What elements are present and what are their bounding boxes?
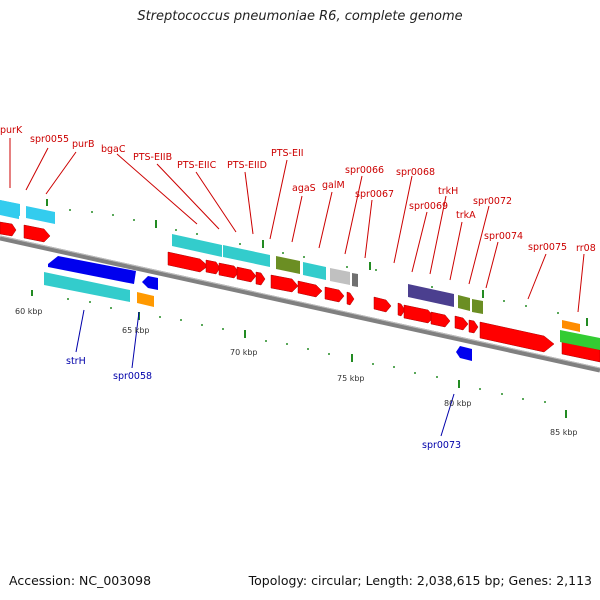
map-title: Streptococcus pneumoniae R6, complete ge… xyxy=(137,9,463,24)
gene-label: agaS xyxy=(292,183,316,194)
cog-spr0058 xyxy=(137,292,154,307)
gene-label: PTS-EII xyxy=(271,148,304,159)
minor-ticks xyxy=(67,209,559,403)
gene-spr0068 xyxy=(373,296,392,313)
gene-label: purK xyxy=(0,125,23,136)
cog-trka xyxy=(472,299,483,314)
gene-pts-eii xyxy=(255,271,266,286)
gene-spr0072 xyxy=(468,319,479,334)
gene-label: trkH xyxy=(438,186,458,197)
gene-spr0069a xyxy=(397,302,406,317)
cog-pts xyxy=(223,245,270,267)
cog-spr0055 xyxy=(26,206,55,224)
gene-trka xyxy=(454,315,469,331)
gene-label: spr0075 xyxy=(528,242,567,253)
gene-label: spr0074 xyxy=(484,231,523,242)
gene-pts-eiid xyxy=(236,266,257,283)
forward-cog-bars xyxy=(0,200,600,350)
cog-trkh xyxy=(458,295,470,311)
scale-label: 75 kbp xyxy=(337,374,365,383)
cog-spr0069 xyxy=(408,284,454,307)
gene-spr0058 xyxy=(142,276,158,290)
gene-label: spr0055 xyxy=(30,134,69,145)
reverse-label-leaders xyxy=(75,309,455,437)
gene-spr0055 xyxy=(23,224,51,243)
gene-label: trkA xyxy=(456,210,476,221)
label-leaders xyxy=(9,138,585,313)
gene-spr0073 xyxy=(456,346,472,361)
gene-bgaC xyxy=(167,251,209,273)
scale-label: 85 kbp xyxy=(550,428,578,437)
cog-rr08-b xyxy=(560,330,600,350)
cog-agas xyxy=(276,256,300,274)
reverse-genes xyxy=(44,256,472,361)
gene-pts-eiib xyxy=(205,259,221,275)
gene-label: purB xyxy=(72,139,94,150)
cog-strh xyxy=(44,272,130,302)
mid-ticks xyxy=(46,199,588,326)
gene-label: PTS-EIIB xyxy=(133,152,172,163)
cog-spr0066 xyxy=(330,268,350,285)
gene-label: spr0066 xyxy=(345,165,384,176)
reverse-label-group: strH spr0058 spr0073 xyxy=(66,356,461,451)
cog-rr08-a xyxy=(562,320,580,332)
gene-trkh xyxy=(430,311,451,328)
cog-bgac xyxy=(172,234,222,257)
scale-label: 65 kbp xyxy=(122,326,150,335)
gene-label: spr0073 xyxy=(422,440,461,451)
gene-spr0069 xyxy=(403,304,435,324)
gene-label: strH xyxy=(66,356,86,367)
gene-strh xyxy=(48,256,136,284)
gene-label: spr0072 xyxy=(473,196,512,207)
gene-label: galM xyxy=(322,180,345,191)
forward-label-group: purK spr0055 purB bgaC PTS-EIIB PTS-EIIC… xyxy=(0,125,596,254)
genome-summary-text: Topology: circular; Length: 2,038,615 bp… xyxy=(248,573,592,588)
gene-spr0067 xyxy=(346,291,355,306)
genome-backbone xyxy=(0,235,600,373)
cog-galm xyxy=(303,262,326,280)
gene-label: PTS-EIID xyxy=(227,160,267,171)
gene-label: spr0058 xyxy=(113,371,152,382)
scale-label: 70 kbp xyxy=(230,348,258,357)
cog-purK xyxy=(0,200,20,216)
gene-label: spr0069 xyxy=(409,201,448,212)
scale-label: 60 kbp xyxy=(15,307,43,316)
gene-label: spr0067 xyxy=(355,189,394,200)
gene-pts-eiic xyxy=(218,262,240,279)
gene-label: spr0068 xyxy=(396,167,435,178)
forward-genes xyxy=(0,221,600,363)
cog-spr0067 xyxy=(352,273,358,287)
gene-label: rr08 xyxy=(576,243,596,254)
gene-galm xyxy=(297,280,323,298)
gene-spr0066 xyxy=(324,286,345,303)
scale-ticks xyxy=(31,290,567,418)
accession-text: Accession: NC_003098 xyxy=(9,573,152,588)
gene-spr0074 xyxy=(479,321,555,353)
gene-agas xyxy=(270,274,299,293)
scale-label-group: 60 kbp 65 kbp 70 kbp 75 kbp 80 kbp 85 kb… xyxy=(15,307,578,437)
scale-label: 80 kbp xyxy=(444,399,472,408)
gene-label: PTS-EIIC xyxy=(177,160,217,171)
gene-label: bgaC xyxy=(101,144,126,155)
gene-purK xyxy=(0,221,17,237)
